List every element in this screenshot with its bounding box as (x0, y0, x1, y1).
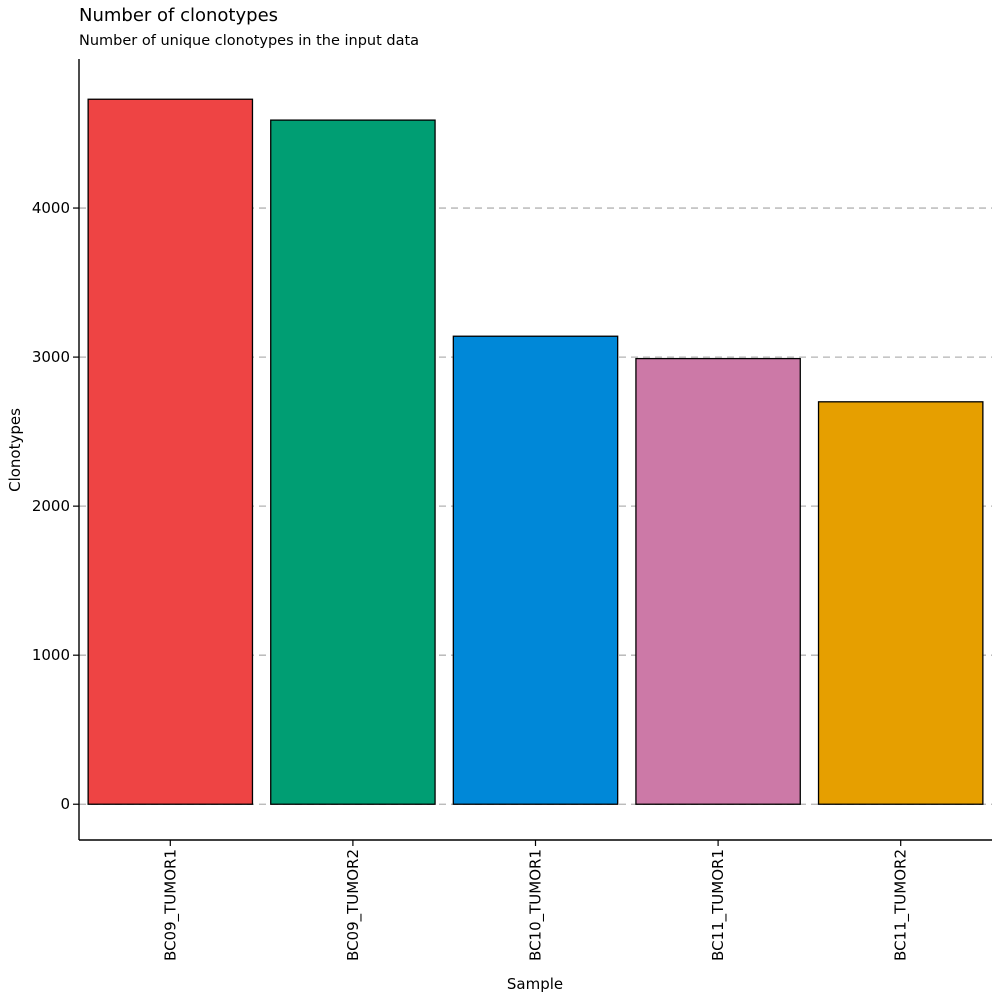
bar-bc09-tumor2 (270, 119, 436, 805)
chart-subtitle: Number of unique clonotypes in the input… (79, 33, 420, 49)
x-axis-title: Sample (507, 975, 563, 993)
bar-bc11-tumor2 (817, 401, 984, 805)
x-tick-label: BC11_TUMOR2 (892, 849, 911, 961)
x-tick-label: BC09_TUMOR1 (161, 849, 180, 961)
x-ticks: BC09_TUMOR1 BC09_TUMOR2 BC10_TUMOR1 BC11_TU… (161, 840, 911, 961)
y-tick-label: 0 (60, 795, 70, 813)
y-tick-label: 3000 (32, 348, 70, 366)
bar-bc10-tumor1 (452, 335, 619, 805)
y-tick-label: 4000 (32, 199, 70, 217)
y-axis-title: Clonotypes (6, 408, 24, 492)
bar-bc11-tumor1 (635, 357, 801, 805)
x-tick-label: BC11_TUMOR1 (709, 849, 728, 961)
y-tick-label: 1000 (32, 646, 70, 664)
y-tick-label: 2000 (32, 497, 70, 515)
chart-title: Number of clonotypes (79, 5, 279, 26)
x-tick-label: BC09_TUMOR2 (344, 849, 363, 961)
x-tick-label: BC10_TUMOR1 (527, 849, 546, 961)
bar-bc09-tumor1 (87, 98, 254, 805)
bars (87, 98, 984, 805)
y-ticks: 0 1000 2000 3000 4000 (32, 199, 79, 813)
